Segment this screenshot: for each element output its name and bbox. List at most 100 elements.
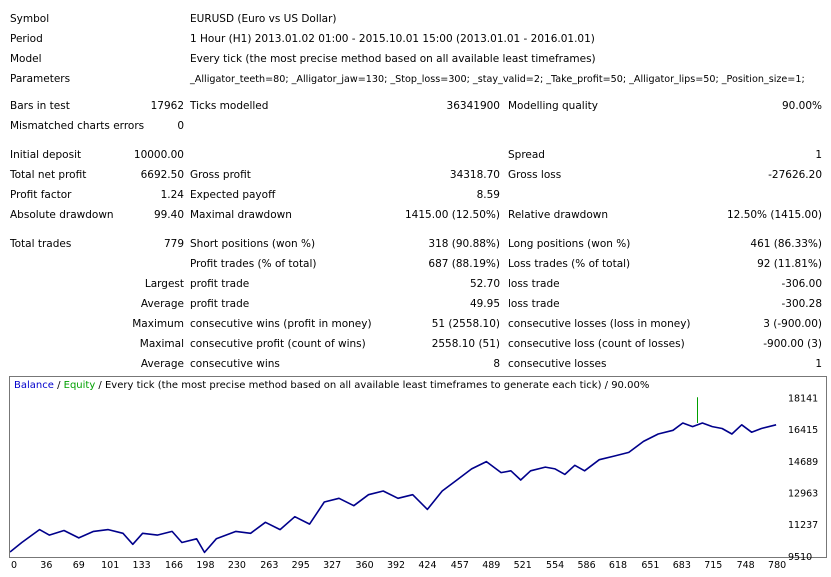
balance-chart-svg: 9510 11237 12963 14689 16415 18141 0 36 69 101 133…: [10, 393, 818, 571]
x-tick-label: 715: [704, 560, 722, 571]
quality-value: 90.00%: [781, 100, 822, 112]
balance-line: [10, 422, 777, 554]
net-profit-value: 6692.50: [140, 169, 184, 181]
average-label: Average: [140, 298, 184, 310]
avg-consecutive-losses-value: 1: [815, 358, 822, 370]
net-profit-label: Total net profit: [10, 169, 87, 181]
legend-equity: Equity: [63, 380, 96, 391]
average-loss-trade-label: loss trade: [508, 298, 560, 310]
max-consecutive-wins-label: consecutive wins (profit in money): [190, 318, 372, 330]
period-value: 1 Hour (H1) 2013.01.02 01:00 - 2015.10.0…: [190, 33, 595, 45]
x-tick-label: 230: [228, 560, 246, 571]
x-tick-label: 683: [673, 560, 691, 571]
max-consecutive-losses-label: consecutive losses (loss in money): [508, 318, 691, 330]
average-profit-trade-label: profit trade: [190, 298, 250, 310]
max-drawdown-value: 1415.00 (12.50%): [405, 209, 500, 221]
y-tick-label: 14689: [788, 457, 818, 468]
parameters-label: Parameters: [10, 73, 71, 85]
x-tick-label: 327: [323, 560, 341, 571]
x-tick-label: 424: [418, 560, 436, 571]
model-value: Every tick (the most precise method base…: [190, 53, 596, 65]
short-positions-label: Short positions (won %): [190, 238, 316, 250]
deposit-value: 10000.00: [133, 149, 184, 161]
profit-factor-label: Profit factor: [10, 189, 72, 201]
max-consecutive-losses-value: 3 (-900.00): [763, 318, 822, 330]
short-positions-value: 318 (90.88%): [428, 238, 500, 250]
x-tick-label: 133: [133, 560, 151, 571]
y-tick-label: 9510: [788, 552, 812, 563]
long-positions-label: Long positions (won %): [508, 238, 631, 250]
bars-value: 17962: [150, 100, 184, 112]
x-tick-label: 295: [292, 560, 310, 571]
total-trades-value: 779: [163, 238, 184, 250]
avg-consecutive-losses-label: consecutive losses: [508, 358, 607, 370]
legend-balance: Balance: [14, 380, 54, 391]
y-tick-label: 18141: [788, 393, 818, 404]
max-consecutive-wins-value: 51 (2558.10): [431, 318, 500, 330]
spread-value: 1: [815, 149, 822, 161]
x-tick-label: 69: [73, 560, 85, 571]
x-tick-label: 586: [577, 560, 595, 571]
rel-drawdown-label: Relative drawdown: [508, 209, 609, 221]
average-profit-trade-value: 49.95: [469, 298, 500, 310]
chart-legend: Balance / Equity / Every tick (the most …: [14, 380, 649, 392]
y-tick-label: 16415: [788, 425, 818, 436]
x-tick-label: 0: [11, 560, 17, 571]
bars-label: Bars in test: [10, 100, 70, 112]
maximal-consecutive-loss-value: -900.00 (3): [763, 338, 822, 350]
symbol-label: Symbol: [10, 13, 50, 25]
spread-label: Spread: [508, 149, 545, 161]
long-positions-value: 461 (86.33%): [750, 238, 822, 250]
symbol-value: EURUSD (Euro vs US Dollar): [190, 13, 337, 25]
maximal-consecutive-profit-value: 2558.10 (51): [431, 338, 500, 350]
gross-profit-value: 34318.70: [449, 169, 500, 181]
largest-profit-trade-label: profit trade: [190, 278, 250, 290]
y-tick-label: 11237: [788, 520, 818, 531]
profit-trades-value: 687 (88.19%): [428, 258, 500, 270]
profit-trades-label: Profit trades (% of total): [190, 258, 317, 270]
expected-payoff-value: 8.59: [476, 189, 500, 201]
x-tick-label: 748: [737, 560, 755, 571]
x-tick-label: 489: [482, 560, 500, 571]
x-tick-label: 36: [40, 560, 52, 571]
maximal-consecutive-loss-label: consecutive loss (count of losses): [508, 338, 685, 350]
ticks-value: 36341900: [446, 100, 500, 112]
rel-drawdown-value: 12.50% (1415.00): [727, 209, 822, 221]
max-drawdown-label: Maximal drawdown: [190, 209, 292, 221]
x-tick-label: 554: [546, 560, 564, 571]
largest-profit-trade-value: 52.70: [469, 278, 500, 290]
x-tick-label: 618: [609, 560, 627, 571]
maximal-label: Maximal: [139, 338, 184, 350]
x-tick-label: 457: [451, 560, 469, 571]
profit-factor-value: 1.24: [160, 189, 184, 201]
expected-payoff-label: Expected payoff: [190, 189, 276, 201]
legend-rest: / Every tick (the most precise method ba…: [95, 380, 650, 391]
gross-profit-label: Gross profit: [190, 169, 251, 181]
x-tick-label: 101: [101, 560, 119, 571]
x-tick-label: 198: [196, 560, 214, 571]
x-tick-label: 263: [260, 560, 278, 571]
legend-sep: /: [53, 380, 64, 391]
gross-loss-label: Gross loss: [508, 169, 562, 181]
loss-trades-label: Loss trades (% of total): [508, 258, 631, 270]
maximum-label: Maximum: [132, 318, 184, 330]
deposit-label: Initial deposit: [10, 149, 82, 161]
abs-drawdown-value: 99.40: [153, 209, 184, 221]
largest-label: Largest: [144, 278, 184, 290]
balance-chart: 9510 11237 12963 14689 16415 18141 0 36 69 101 133…: [9, 376, 827, 571]
mismatch-value: 0: [177, 120, 184, 132]
abs-drawdown-label: Absolute drawdown: [10, 209, 114, 221]
avg-consecutive-wins-label: consecutive wins: [190, 358, 280, 370]
x-tick-label: 780: [768, 560, 786, 571]
largest-loss-trade-label: loss trade: [508, 278, 560, 290]
x-tick-label: 360: [356, 560, 374, 571]
loss-trades-value: 92 (11.81%): [757, 258, 822, 270]
y-tick-label: 12963: [788, 489, 818, 500]
largest-loss-trade-value: -306.00: [781, 278, 822, 290]
avg-consecutive-wins-value: 8: [493, 358, 500, 370]
total-trades-label: Total trades: [10, 238, 72, 250]
x-tick-label: 521: [514, 560, 532, 571]
x-tick-label: 651: [641, 560, 659, 571]
gross-loss-value: -27626.20: [768, 169, 822, 181]
average-loss-trade-value: -300.28: [781, 298, 822, 310]
